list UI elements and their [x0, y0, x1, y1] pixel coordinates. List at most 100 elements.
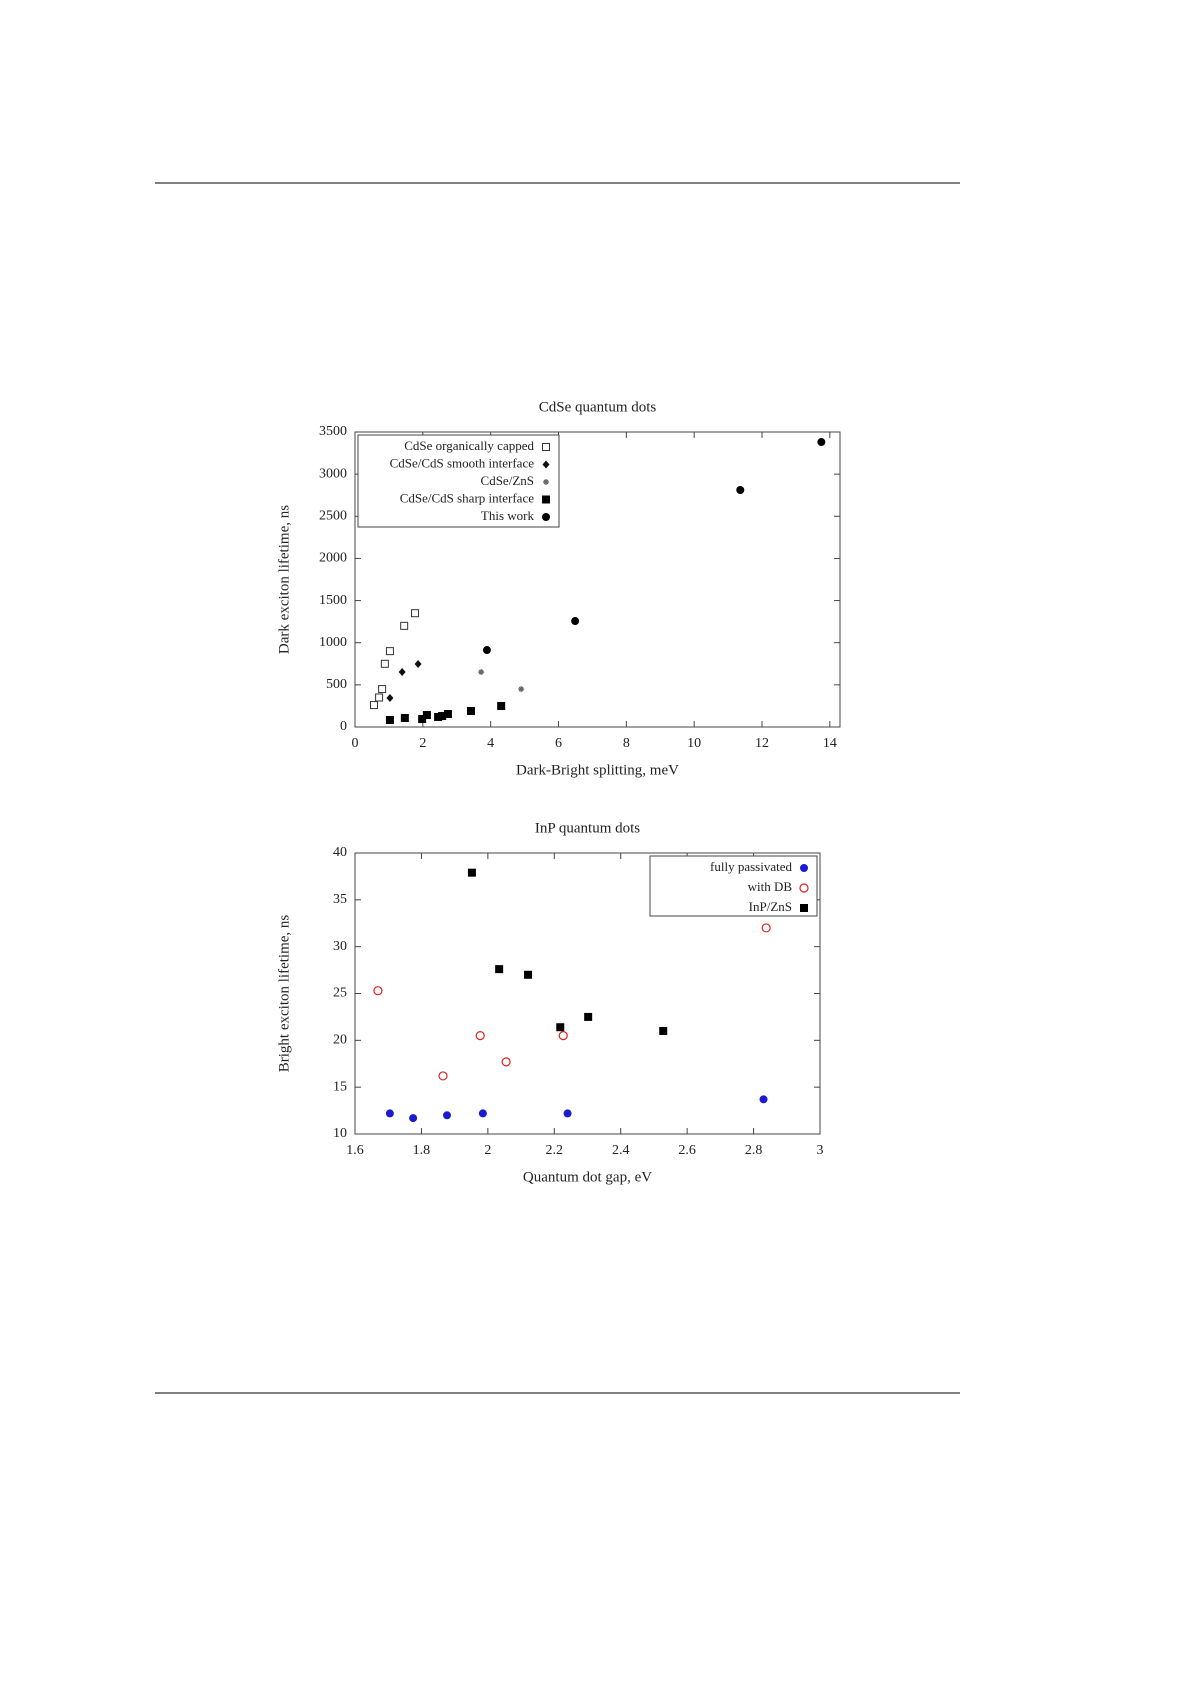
marker [400, 621, 409, 630]
legend-box [649, 855, 818, 917]
marker [571, 617, 580, 626]
x-tick-label: 0 [352, 736, 359, 751]
x-axis-label: Dark-Bright splitting, meV [516, 762, 679, 778]
x-tick-label: 2.8 [745, 1143, 763, 1158]
x-tick-label: 6 [555, 736, 562, 751]
marker [422, 711, 431, 720]
marker [495, 965, 504, 974]
legend-label: fully passivated [710, 859, 792, 874]
legend-label: CdSe/CdS sharp interface [400, 490, 535, 505]
y-tick-label: 3500 [319, 424, 347, 439]
marker [443, 1111, 452, 1120]
x-tick-label: 12 [755, 736, 769, 751]
y-tick-label: 1000 [319, 635, 347, 650]
legend-label: CdSe/ZnS [481, 473, 534, 488]
y-tick-label: 20 [333, 1033, 347, 1048]
marker [378, 685, 387, 694]
marker [736, 485, 745, 494]
marker [438, 1071, 448, 1081]
y-tick-label: 2000 [319, 551, 347, 566]
marker [475, 1031, 485, 1041]
marker [542, 460, 550, 469]
marker [418, 714, 427, 723]
y-tick-label: 40 [333, 845, 347, 860]
y-tick-label: 30 [333, 939, 347, 954]
y-axis-label: Dark exciton lifetime, ns [276, 505, 292, 654]
y-tick-label: 2500 [319, 509, 347, 524]
marker [443, 710, 452, 719]
x-tick-label: 3 [817, 1143, 824, 1158]
marker [542, 513, 550, 521]
marker [375, 693, 384, 702]
x-tick-label: 4 [487, 736, 494, 751]
marker [380, 659, 389, 668]
legend-label: InP/ZnS [749, 899, 792, 914]
marker [524, 970, 533, 979]
x-tick-label: 10 [687, 736, 701, 751]
y-tick-label: 25 [333, 986, 347, 1001]
x-tick-label: 1.6 [346, 1143, 364, 1158]
marker [761, 923, 771, 933]
marker [386, 694, 394, 703]
marker [501, 1057, 511, 1067]
marker [385, 716, 394, 725]
plot-frame [354, 431, 841, 728]
marker [584, 1012, 593, 1021]
y-tick-label: 35 [333, 892, 347, 907]
x-axis-label: Quantum dot gap, eV [523, 1169, 652, 1185]
y-tick-label: 0 [340, 719, 347, 734]
marker [563, 1109, 572, 1118]
x-tick-label: 2 [419, 736, 426, 751]
x-tick-label: 8 [623, 736, 630, 751]
marker [385, 1109, 394, 1118]
marker [409, 1114, 418, 1123]
legend-label: CdSe/CdS smooth interface [390, 455, 535, 470]
legend-label: CdSe organically capped [404, 438, 534, 453]
y-tick-label: 10 [333, 1126, 347, 1141]
chart-title: InP quantum dots [535, 820, 640, 836]
marker [411, 609, 420, 618]
marker [482, 646, 491, 655]
marker [385, 647, 394, 656]
marker [434, 712, 443, 721]
marker [373, 986, 383, 996]
marker [369, 701, 378, 710]
x-tick-label: 2.4 [612, 1143, 630, 1158]
marker [800, 864, 808, 872]
marker [478, 669, 485, 676]
marker [556, 1023, 565, 1032]
marker [518, 686, 525, 693]
legend-label: This work [481, 508, 535, 523]
marker [817, 438, 826, 447]
x-tick-label: 1.8 [413, 1143, 431, 1158]
marker [497, 702, 506, 711]
marker [414, 660, 422, 669]
marker [799, 883, 809, 893]
y-axis-label: Bright exciton lifetime, ns [276, 915, 292, 1073]
chart-title: CdSe quantum dots [539, 399, 657, 415]
x-tick-label: 2.6 [678, 1143, 696, 1158]
marker [467, 868, 476, 877]
y-tick-label: 1500 [319, 593, 347, 608]
marker [398, 668, 406, 677]
marker [800, 904, 808, 912]
marker [542, 443, 550, 451]
marker [400, 713, 409, 722]
y-tick-label: 3000 [319, 466, 347, 481]
legend-box [357, 434, 560, 528]
marker [558, 1031, 568, 1041]
marker [478, 1109, 487, 1118]
y-tick-label: 500 [326, 677, 347, 692]
marker [659, 1026, 668, 1035]
marker [543, 479, 549, 485]
marker [438, 712, 447, 721]
x-tick-label: 2.2 [546, 1143, 564, 1158]
x-tick-label: 2 [484, 1143, 491, 1158]
marker [466, 706, 475, 715]
x-tick-label: 14 [823, 736, 837, 751]
marker [759, 1095, 768, 1104]
legend-label: with DB [748, 879, 793, 894]
y-tick-label: 15 [333, 1079, 347, 1094]
marker [542, 495, 550, 504]
